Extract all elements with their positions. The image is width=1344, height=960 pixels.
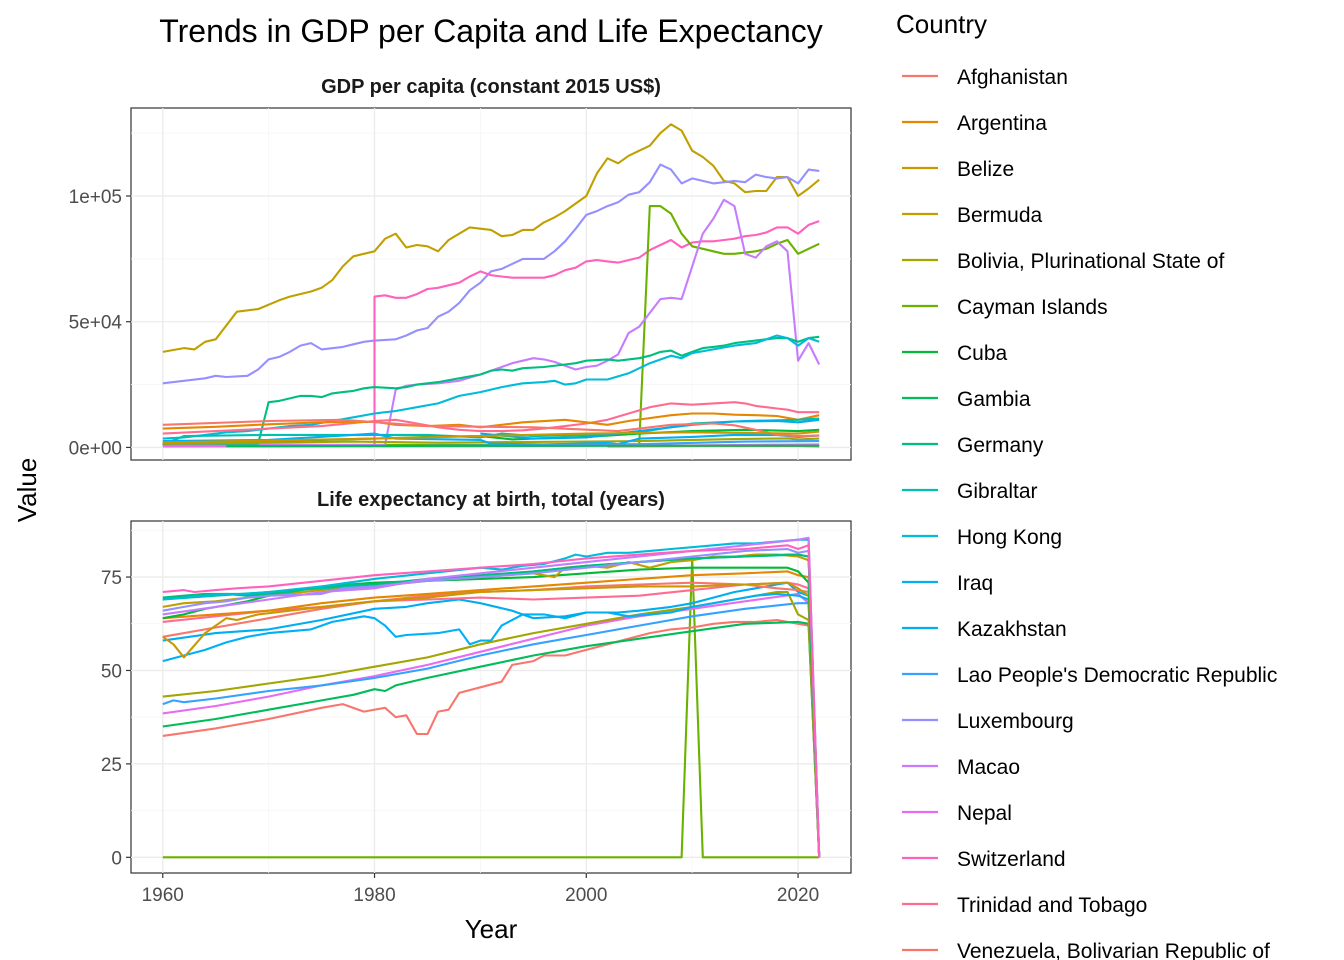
legend-label: Luxembourg — [957, 710, 1074, 733]
legend-label: Argentina — [957, 112, 1047, 135]
series-line-luxembourg — [162, 163, 820, 385]
series-line-gambia — [162, 620, 821, 858]
series-line-nepal — [162, 592, 821, 858]
legend-label: Kazakhstan — [957, 618, 1067, 641]
legend-entry: Bolivia, Plurinational State of — [902, 250, 1224, 273]
series-line-belize — [162, 581, 821, 858]
legend-entry: Hong Kong — [902, 526, 1062, 549]
y-tick-label: 0 — [111, 848, 122, 869]
legend-label: Hong Kong — [957, 526, 1062, 549]
strip-life-expectancy: Life expectancy at birth, total (years) — [317, 489, 665, 511]
legend: Country Afghanistan Argentina Belize Bermud… — [896, 9, 1277, 960]
legend-entry: Nepal — [902, 802, 1012, 825]
legend-entry: Afghanistan — [902, 66, 1068, 89]
panel-gdp: GDP per capita (constant 2015 US$) 0e+00… — [69, 76, 852, 461]
series-line-iraq — [162, 592, 821, 858]
legend-entry: Argentina — [902, 112, 1047, 135]
panel-gdp-series — [162, 123, 821, 448]
x-tick-label: 2000 — [565, 885, 607, 906]
series-line-hong-kong — [162, 538, 821, 858]
legend-entry: Gambia — [902, 388, 1031, 411]
series-line-macao — [162, 198, 821, 446]
chart-title: Trends in GDP per Capita and Life Expect… — [159, 13, 822, 49]
panel-gdp-gridlines — [131, 108, 851, 460]
x-tick-label: 1960 — [142, 885, 184, 906]
legend-entry: Iraq — [902, 572, 993, 595]
series-line-bermuda — [162, 123, 820, 353]
series-line-argentina — [162, 570, 821, 858]
series-line-argentina — [162, 412, 820, 430]
x-axis: 1960 1980 2000 2020 — [142, 873, 819, 906]
legend-label: Cuba — [957, 342, 1008, 365]
legend-label: Bolivia, Plurinational State of — [957, 250, 1224, 273]
y-tick-label: 1e+05 — [69, 187, 122, 208]
series-line-afghanistan — [162, 618, 821, 858]
legend-entry: Luxembourg — [902, 710, 1074, 733]
series-line-luxembourg — [162, 547, 821, 858]
series-line-trinidad-and-tobago — [162, 401, 820, 435]
legend-label: Belize — [957, 158, 1014, 181]
legend-entries: Afghanistan Argentina Belize Bermuda Bolivia… — [902, 66, 1277, 960]
series-line-bolivia-plurinational-state-of — [162, 437, 820, 445]
series-line-germany — [162, 335, 820, 445]
legend-label: Switzerland — [957, 848, 1066, 871]
legend-entry: Venezuela, Bolivarian Republic of — [902, 940, 1270, 960]
series-line-trinidad-and-tobago — [162, 581, 821, 858]
legend-label: Germany — [957, 434, 1044, 457]
y-tick-label: 75 — [101, 568, 122, 589]
y-tick-label: 5e+04 — [69, 313, 123, 334]
legend-entry: Macao — [902, 756, 1020, 779]
legend-label: Trinidad and Tobago — [957, 894, 1147, 917]
x-axis-title: Year — [465, 914, 518, 944]
series-line-hong-kong — [162, 334, 820, 440]
x-tick-label: 2020 — [777, 885, 819, 906]
series-line-lao-people-s-democratic-republic — [162, 602, 821, 858]
y-axis-title: Value — [12, 458, 42, 523]
legend-label: Bermuda — [957, 204, 1043, 227]
legend-title: Country — [896, 9, 987, 39]
legend-label: Gibraltar — [957, 480, 1038, 503]
series-line-switzerland — [373, 220, 820, 446]
series-line-kazakhstan — [162, 581, 821, 858]
legend-entry: Cayman Islands — [902, 296, 1108, 319]
y-tick-label: 25 — [101, 755, 122, 776]
panel-life-expectancy-y-axis: 0 25 50 75 — [101, 568, 131, 869]
strip-gdp: GDP per capita (constant 2015 US$) — [321, 76, 661, 98]
legend-entry: Trinidad and Tobago — [902, 894, 1147, 917]
legend-label: Gambia — [957, 388, 1031, 411]
legend-entry: Gibraltar — [902, 480, 1038, 503]
legend-entry: Kazakhstan — [902, 618, 1067, 641]
legend-label: Venezuela, Bolivarian Republic of — [957, 940, 1270, 960]
series-line-switzerland — [162, 544, 821, 858]
y-tick-label: 50 — [101, 661, 122, 682]
legend-label: Nepal — [957, 802, 1012, 825]
series-line-cayman-islands — [162, 205, 820, 446]
series-line-belize — [162, 430, 820, 444]
legend-label: Lao People's Democratic Republic — [957, 664, 1277, 687]
legend-label: Cayman Islands — [957, 296, 1108, 319]
legend-entry: Cuba — [902, 342, 1008, 365]
series-line-venezuela-bolivarian-republic-of — [162, 418, 820, 438]
legend-entry: Lao People's Democratic Republic — [902, 664, 1277, 687]
panel-life-expectancy: Life expectancy at birth, total (years) … — [101, 489, 852, 874]
legend-label: Macao — [957, 756, 1020, 779]
legend-label: Afghanistan — [957, 66, 1068, 89]
legend-label: Iraq — [957, 572, 993, 595]
panel-life-expectancy-background — [130, 520, 852, 874]
legend-entry: Germany — [902, 434, 1044, 457]
series-line-macao — [162, 536, 821, 858]
series-line-gambia — [226, 444, 820, 448]
panel-life-expectancy-series — [162, 536, 821, 859]
legend-entry: Switzerland — [902, 848, 1066, 871]
series-line-iraq — [162, 432, 820, 446]
panel-gdp-background — [130, 107, 852, 461]
panel-gdp-y-axis: 0e+00 5e+04 1e+05 — [69, 187, 131, 459]
x-tick-label: 1980 — [353, 885, 395, 906]
y-tick-label: 0e+00 — [69, 438, 122, 459]
series-line-bolivia-plurinational-state-of — [162, 590, 821, 858]
legend-entry: Bermuda — [902, 204, 1043, 227]
legend-entry: Belize — [902, 158, 1014, 181]
